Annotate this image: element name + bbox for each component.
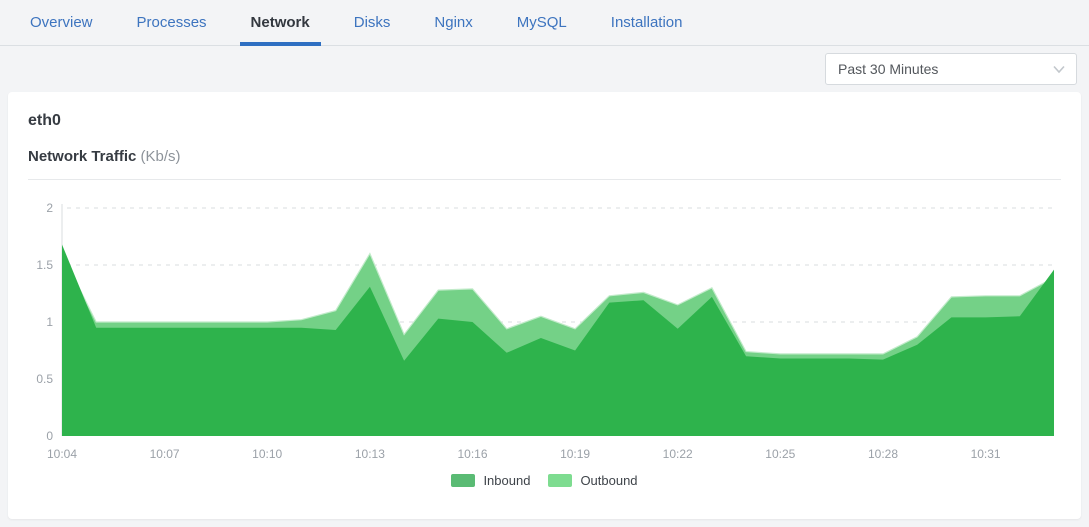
tab-nginx[interactable]: Nginx xyxy=(434,14,473,31)
svg-text:10:22: 10:22 xyxy=(663,447,693,461)
svg-text:1.5: 1.5 xyxy=(36,258,53,272)
chart-legend: Inbound Outbound xyxy=(28,473,1061,488)
outbound-swatch xyxy=(548,474,573,487)
chevron-down-icon xyxy=(1052,62,1066,76)
network-traffic-card: eth0 Network Traffic (Kb/s) 0 0.5 1 1.5 2 10:… xyxy=(8,92,1081,519)
svg-text:2: 2 xyxy=(46,201,53,215)
chart-title-text: Network Traffic xyxy=(28,148,137,165)
tab-network[interactable]: Network xyxy=(239,0,321,46)
chart-title-unit: (Kb/s) xyxy=(140,148,181,165)
network-traffic-chart: 0 0.5 1 1.5 2 10:04 10:07 10:10 10:13 10:16 10:19 1… xyxy=(28,194,1061,471)
outbound-label: Outbound xyxy=(580,473,638,488)
tab-bar: Overview Processes Network Disks Nginx M… xyxy=(0,0,1089,46)
legend-item-inbound: Inbound xyxy=(451,473,530,488)
svg-text:1: 1 xyxy=(46,315,53,329)
svg-text:10:28: 10:28 xyxy=(868,447,898,461)
svg-text:0.5: 0.5 xyxy=(36,372,53,386)
svg-text:10:07: 10:07 xyxy=(150,447,180,461)
tab-installation[interactable]: Installation xyxy=(610,14,683,31)
chart-title: Network Traffic (Kb/s) xyxy=(28,148,1061,165)
interface-name: eth0 xyxy=(28,112,61,129)
svg-text:10:04: 10:04 xyxy=(47,447,77,461)
legend-item-outbound: Outbound xyxy=(548,473,638,488)
svg-text:0: 0 xyxy=(46,429,53,443)
area-chart-svg: 0 0.5 1 1.5 2 10:04 10:07 10:10 10:13 10:16 10:19 1… xyxy=(36,201,1055,461)
tab-overview[interactable]: Overview xyxy=(30,14,93,31)
tab-mysql[interactable]: MySQL xyxy=(516,14,567,31)
svg-text:10:25: 10:25 xyxy=(765,447,795,461)
title-divider xyxy=(28,179,1061,180)
svg-text:10:16: 10:16 xyxy=(457,447,487,461)
time-range-select[interactable]: Past 30 Minutes xyxy=(825,53,1077,85)
tab-processes[interactable]: Processes xyxy=(136,14,207,31)
svg-text:10:31: 10:31 xyxy=(971,447,1001,461)
time-range-value: Past 30 Minutes xyxy=(838,61,939,77)
inbound-swatch xyxy=(451,474,476,487)
svg-text:10:13: 10:13 xyxy=(355,447,385,461)
svg-text:10:10: 10:10 xyxy=(252,447,282,461)
svg-text:10:19: 10:19 xyxy=(560,447,590,461)
toolbar: Past 30 Minutes xyxy=(0,46,1089,92)
inbound-label: Inbound xyxy=(483,473,531,488)
tab-disks[interactable]: Disks xyxy=(353,14,391,31)
